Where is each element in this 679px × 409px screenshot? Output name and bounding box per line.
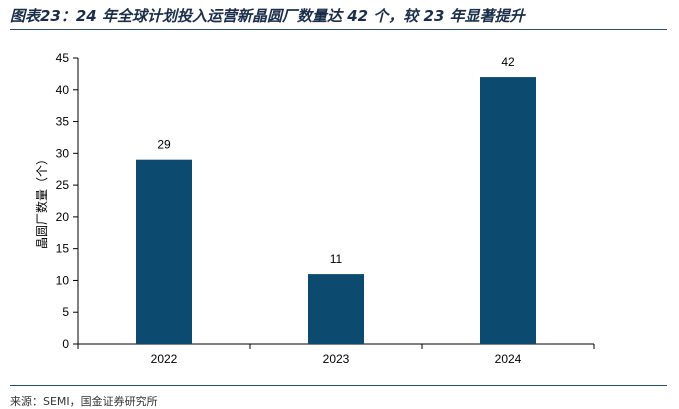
data-label-2022: 29 [157, 138, 171, 152]
y-tick-label: 45 [56, 51, 70, 65]
source-divider [10, 385, 667, 386]
x-tick-label: 2022 [151, 352, 178, 366]
y-tick-label: 40 [56, 83, 70, 97]
data-labels: 29 11 42 [157, 55, 515, 266]
y-axis: 0 5 10 15 20 25 30 35 40 45 [56, 51, 79, 351]
data-label-2024: 42 [501, 55, 515, 69]
y-tick-label: 30 [56, 146, 70, 160]
x-tick-label: 2024 [495, 352, 522, 366]
y-tick-label: 35 [56, 115, 70, 129]
y-tick-label: 0 [62, 337, 69, 351]
title-divider [10, 29, 667, 30]
y-tick-label: 20 [56, 210, 70, 224]
y-tick-label: 15 [56, 242, 70, 256]
bars [136, 77, 536, 345]
y-tick-label: 25 [56, 178, 70, 192]
source-note: 来源：SEMI，国金证券研究所 [10, 395, 158, 408]
y-tick-label: 5 [62, 305, 69, 319]
bar-2022 [136, 159, 192, 344]
bar-2024 [480, 77, 536, 345]
y-tick-label: 10 [56, 273, 70, 287]
x-tick-label: 2023 [323, 352, 350, 366]
bar-2023 [308, 274, 364, 344]
figure-title: 图表23：24 年全球计划投入运营新晶圆厂数量达 42 个，较 23 年显著提升 [10, 7, 525, 25]
y-axis-title: 晶圆厂数量（个） [34, 153, 49, 249]
data-label-2023: 11 [330, 252, 343, 266]
x-axis: 2022 2023 2024 [77, 343, 595, 366]
